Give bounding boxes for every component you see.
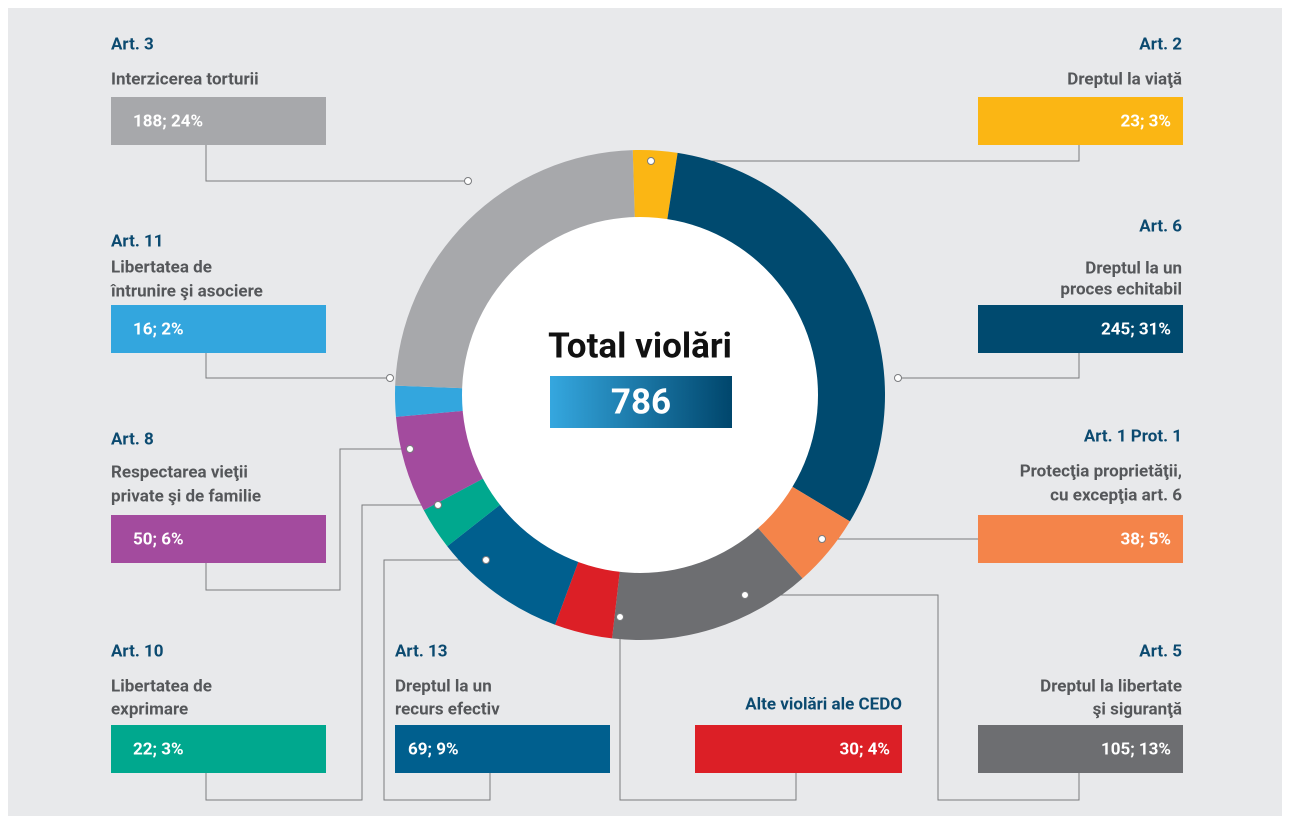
connector-dot — [894, 374, 902, 382]
label-title: Art. 10 — [111, 641, 163, 661]
label-box — [978, 725, 1183, 773]
label-box — [111, 515, 326, 563]
label-box — [111, 305, 326, 353]
label-description: Libertatea de — [111, 257, 212, 277]
connector — [205, 448, 410, 591]
connector — [383, 559, 491, 801]
value-label: 38; 5% — [1120, 529, 1171, 549]
label-box — [695, 725, 902, 773]
value-label: 22; 3% — [133, 739, 184, 759]
label-title: Art. 6 — [1139, 216, 1182, 236]
donut-segment — [612, 507, 803, 641]
label-title: Art. 13 — [395, 641, 447, 661]
label-description: Respectarea vieţii — [111, 462, 248, 482]
label-box — [978, 97, 1183, 145]
connector-dot — [386, 374, 394, 382]
value-label: 30; 4% — [839, 739, 890, 759]
label-description: Interzicerea torturii — [111, 69, 259, 89]
connector-dot — [434, 501, 442, 509]
label-description: exprimare — [111, 699, 188, 719]
label-title: Alte violări ale CEDO — [745, 694, 902, 714]
value-label: 50; 6% — [133, 529, 184, 549]
label-description: Dreptul la un — [395, 676, 492, 696]
label-description: proces echitabil — [1060, 279, 1182, 299]
connector-dot — [464, 177, 472, 185]
connector — [651, 145, 1080, 162]
label-title: Art. 2 — [1139, 34, 1182, 54]
label-description: Protecţia proprietăţii, — [1020, 461, 1182, 481]
total: 786 — [611, 381, 671, 422]
connector — [205, 504, 438, 801]
label-title: Art. 11 — [111, 231, 163, 251]
label-box — [978, 515, 1183, 563]
label-description: întrunire şi asociere — [110, 281, 263, 301]
label-title: Art. 3 — [111, 34, 154, 54]
label-description: recurs efectiv — [395, 699, 500, 719]
label-box — [111, 97, 326, 145]
connector — [898, 353, 1080, 379]
value-label: 69; 9% — [408, 739, 459, 759]
connector-dot — [616, 613, 624, 621]
connector-dot — [482, 556, 490, 564]
label-box — [978, 305, 1183, 353]
label-box — [395, 725, 610, 773]
label-title: Art. 5 — [1139, 641, 1182, 661]
connector-dot — [818, 535, 826, 543]
label-description: Dreptul la viaţă — [1067, 69, 1182, 89]
center-label: Total violări — [548, 325, 732, 366]
label-description: Dreptul la un — [1085, 258, 1182, 278]
value-label: 23; 3% — [1120, 111, 1171, 131]
total-box — [550, 376, 732, 428]
connector-dot — [647, 157, 655, 165]
label-description: Libertatea de — [111, 676, 212, 696]
value-label: 105; 13% — [1101, 739, 1171, 759]
value-label: 188; 24% — [133, 111, 203, 131]
label-description: cu excepţia art. 6 — [1050, 485, 1182, 505]
value-label: 16; 2% — [133, 319, 184, 339]
connector-dot — [741, 591, 749, 599]
label-box — [111, 725, 326, 773]
label-title: Art. 1 Prot. 1 — [1084, 426, 1182, 446]
label-description: private şi de familie — [111, 486, 261, 506]
value-label: 245; 31% — [1101, 319, 1171, 339]
connector — [619, 617, 797, 801]
connector — [205, 144, 468, 182]
label-description: Dreptul la libertate — [1040, 676, 1182, 696]
connector — [205, 353, 390, 379]
connector-dot — [406, 445, 414, 453]
label-title: Art. 8 — [111, 429, 154, 449]
label-description: şi siguranţă — [1093, 699, 1182, 719]
connector — [745, 594, 1080, 801]
